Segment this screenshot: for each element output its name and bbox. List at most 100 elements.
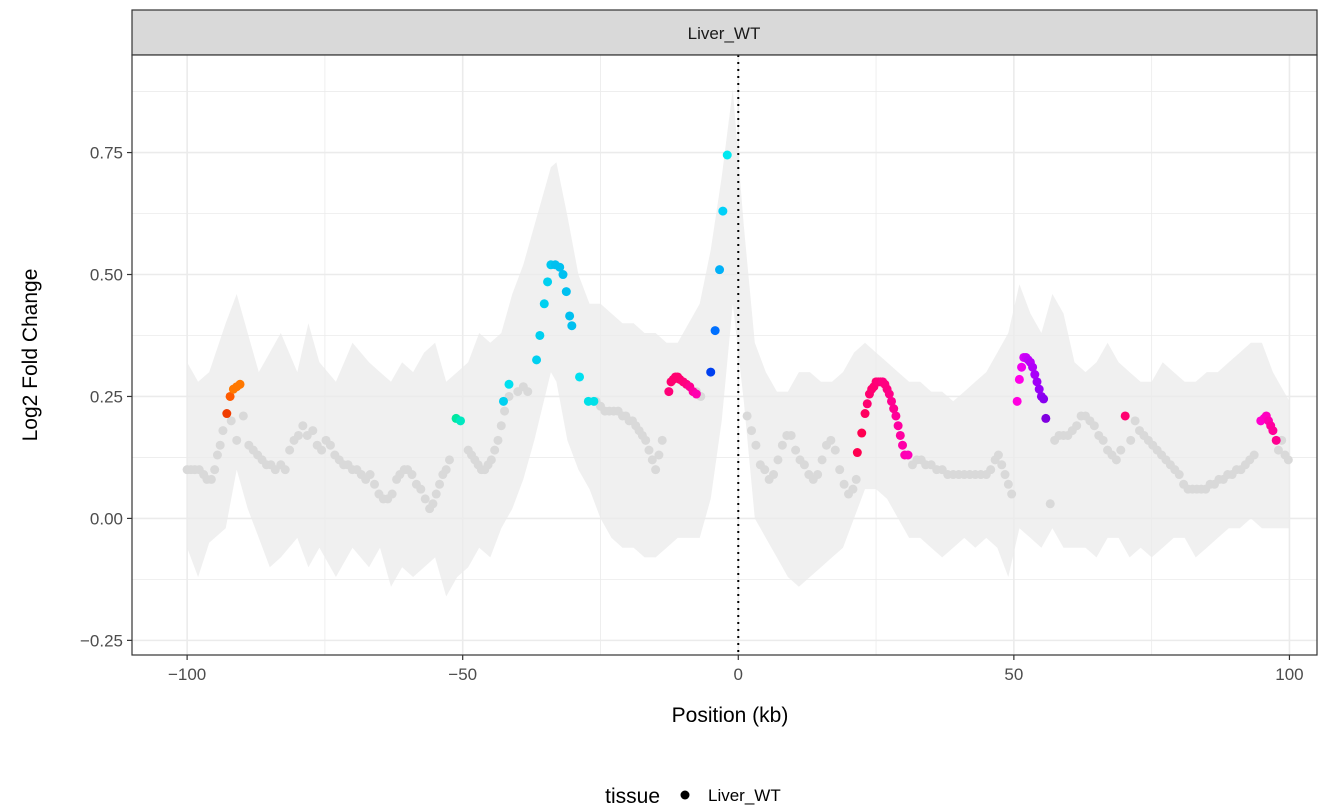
colored-points-layer	[222, 150, 1281, 460]
data-point-grey	[751, 440, 761, 450]
data-point-grey	[742, 411, 752, 421]
data-point-colored	[862, 399, 872, 409]
data-point-grey	[1045, 499, 1055, 509]
data-point-grey	[986, 465, 996, 475]
data-point-grey	[777, 440, 787, 450]
data-point-grey	[1174, 470, 1184, 480]
data-point-colored	[1120, 411, 1130, 421]
data-point-grey	[317, 445, 327, 455]
data-point-grey	[435, 479, 445, 489]
facet-strip: Liver_WT	[131, 9, 1318, 56]
data-point-grey	[486, 455, 496, 465]
data-point-grey	[206, 474, 216, 484]
data-point-grey	[1273, 445, 1283, 455]
data-point-colored	[852, 448, 862, 458]
data-point-grey	[285, 445, 295, 455]
data-point-grey	[428, 499, 438, 509]
data-point-colored	[903, 450, 913, 460]
data-point-grey	[654, 450, 664, 460]
data-point-colored	[891, 411, 901, 421]
data-point-colored	[535, 330, 545, 340]
data-point-grey	[387, 489, 397, 499]
data-point-grey	[444, 455, 454, 465]
data-point-grey	[370, 479, 380, 489]
data-point-grey	[1116, 445, 1126, 455]
x-tick-label: 100	[1275, 665, 1303, 684]
data-point-grey	[496, 421, 506, 431]
data-point-grey	[1126, 435, 1136, 445]
data-point-grey	[993, 450, 1003, 460]
x-axis-title: Position (kb)	[672, 704, 789, 727]
legend-key-dot	[680, 790, 690, 800]
y-tick-label: 0.00	[90, 509, 123, 528]
legend: tissue Liver_WT	[605, 785, 781, 808]
data-point-colored	[225, 391, 235, 401]
data-point-grey	[493, 435, 503, 445]
data-point-grey	[431, 489, 441, 499]
data-point-grey	[226, 416, 236, 426]
data-point-colored	[898, 440, 908, 450]
data-point-grey	[1089, 421, 1099, 431]
data-point-colored	[1014, 374, 1024, 384]
data-point-grey	[644, 445, 654, 455]
data-point-grey	[365, 470, 375, 480]
data-point-grey	[769, 470, 779, 480]
data-point-grey	[835, 465, 845, 475]
data-point-colored	[860, 409, 870, 419]
y-tick-label: 0.50	[90, 266, 123, 285]
legend-entry-label: Liver_WT	[708, 786, 781, 805]
data-point-grey	[851, 474, 861, 484]
data-point-grey	[420, 494, 430, 504]
data-point-colored	[664, 387, 674, 397]
panel-border	[131, 54, 1318, 656]
data-point-colored	[691, 389, 701, 399]
data-point-colored	[532, 355, 542, 365]
data-point-grey	[839, 479, 849, 489]
data-point-grey	[1000, 470, 1010, 480]
data-point-colored	[1017, 362, 1027, 372]
data-point-grey	[830, 445, 840, 455]
data-point-colored	[1034, 384, 1044, 394]
data-point-colored	[455, 416, 465, 426]
data-point-grey	[218, 426, 228, 436]
data-point-colored	[561, 287, 571, 297]
data-point-colored	[857, 428, 867, 438]
data-point-grey	[325, 440, 335, 450]
data-point-colored	[893, 421, 903, 431]
data-point-colored	[1032, 377, 1042, 387]
data-point-colored	[889, 404, 899, 414]
data-point-grey	[760, 465, 770, 475]
data-point-grey	[773, 455, 783, 465]
data-point-colored	[1268, 426, 1278, 436]
data-point-colored	[706, 367, 716, 377]
data-point-grey	[848, 484, 858, 494]
data-point-colored	[555, 262, 565, 272]
data-point-grey	[416, 484, 426, 494]
data-point-grey	[791, 445, 801, 455]
x-tick-label: −50	[448, 665, 477, 684]
y-axis-title: Log2 Fold Change	[19, 269, 42, 442]
x-tick-label: −100	[168, 665, 206, 684]
legend-title: tissue	[605, 785, 660, 808]
data-point-colored	[565, 311, 575, 321]
data-point-colored	[715, 265, 725, 275]
data-point-grey	[293, 430, 303, 440]
data-point-colored	[1271, 435, 1281, 445]
data-point-grey	[280, 465, 290, 475]
data-point-grey	[308, 426, 318, 436]
x-axis: −100 −50 0 50 100	[168, 655, 1304, 684]
data-point-grey	[232, 435, 242, 445]
data-point-colored	[575, 372, 585, 382]
grey-points-layer	[182, 382, 1293, 514]
data-point-grey	[641, 435, 651, 445]
data-point-grey	[1130, 416, 1140, 426]
data-point-grey	[1249, 450, 1259, 460]
data-point-grey	[490, 445, 500, 455]
data-point-colored	[1028, 362, 1038, 372]
data-point-grey	[215, 440, 225, 450]
data-point-colored	[539, 299, 549, 309]
data-point-colored	[567, 321, 577, 331]
data-point-grey	[817, 455, 827, 465]
data-point-grey	[747, 426, 757, 436]
data-point-grey	[1283, 455, 1293, 465]
